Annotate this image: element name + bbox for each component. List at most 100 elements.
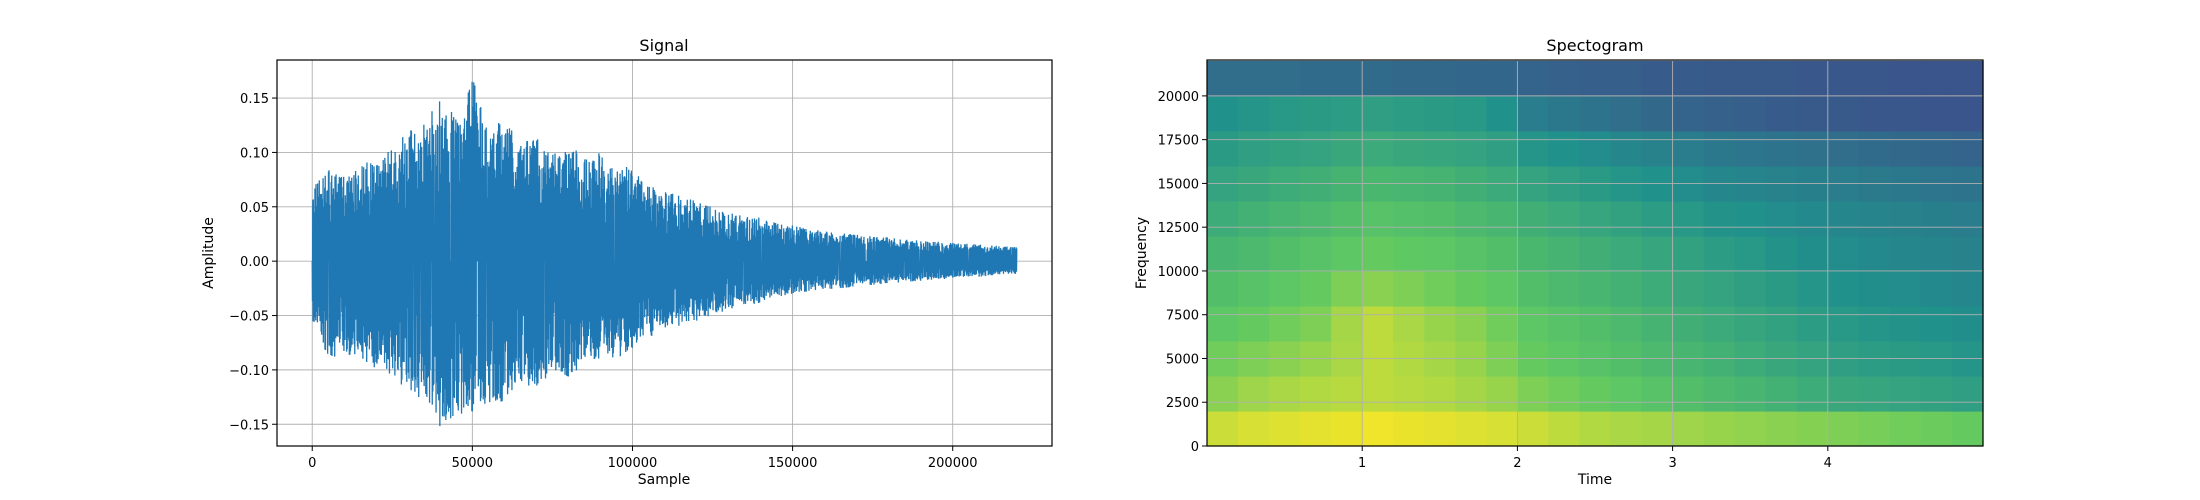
spectrogram-cell bbox=[1269, 375, 1301, 412]
spectrogram-cell bbox=[1579, 270, 1612, 307]
plot-frame bbox=[276, 59, 1053, 447]
y-tick-label: 20000 bbox=[1158, 90, 1199, 105]
y-tick-label: 0.15 bbox=[240, 92, 269, 107]
spectrogram-cell bbox=[1610, 270, 1643, 307]
spectrogram-cell bbox=[1827, 130, 1860, 167]
spectrogram-cell bbox=[1765, 130, 1798, 167]
spectrogram-cell bbox=[1920, 235, 1953, 272]
spectrogram-cell bbox=[1734, 95, 1767, 132]
spectrogram-cell bbox=[1517, 130, 1550, 167]
y-tick-label: −0.15 bbox=[229, 418, 269, 433]
spectrogram-cell bbox=[1548, 375, 1581, 412]
spectrogram-cell bbox=[1393, 305, 1425, 342]
spectrogram-cell bbox=[1238, 375, 1270, 412]
spectrogram-cell bbox=[1951, 95, 1984, 132]
spectrogram-cell bbox=[1796, 235, 1829, 272]
spectrogram-cell bbox=[1951, 130, 1984, 167]
spectrogram-cell bbox=[1827, 95, 1860, 132]
spectrogram-cell bbox=[1827, 375, 1860, 412]
spectrogram-cell bbox=[1641, 130, 1674, 167]
spectrogram-cell bbox=[1858, 130, 1891, 167]
y-axis: −0.15 −0.10 −0.05 0.00 0.05 0.10 0.15 bbox=[229, 92, 277, 433]
spectrogram-cell bbox=[1579, 60, 1612, 97]
spectrogram-cell bbox=[1207, 95, 1239, 132]
spectrogram-cell bbox=[1548, 410, 1581, 447]
spectrogram-cell bbox=[1424, 60, 1456, 97]
spectrogram-cell bbox=[1827, 200, 1860, 237]
spectrogram-cell bbox=[1238, 200, 1270, 237]
spectrogram-cell bbox=[1238, 270, 1270, 307]
spectrogram-cell bbox=[1889, 130, 1922, 167]
spectrogram-cell bbox=[1920, 305, 1953, 342]
spectrogram-cell bbox=[1641, 95, 1674, 132]
spectrogram-cell bbox=[1548, 305, 1581, 342]
spectrogram-cell bbox=[1858, 60, 1891, 97]
spectrogram-cell bbox=[1951, 305, 1984, 342]
spectrogram-cell bbox=[1331, 200, 1363, 237]
spectrogram-cell bbox=[1641, 305, 1674, 342]
spectrogram-cell bbox=[1486, 60, 1518, 97]
spectrogram-cell bbox=[1393, 60, 1425, 97]
spectrogram-cell bbox=[1920, 200, 1953, 237]
spectrogram-cell bbox=[1765, 95, 1798, 132]
spectrogram-cell bbox=[1362, 270, 1394, 307]
spectrogram-cell bbox=[1734, 305, 1767, 342]
spectrogram-cell bbox=[1393, 270, 1425, 307]
y-tick-label: −0.05 bbox=[229, 310, 269, 325]
spectrogram-cell bbox=[1703, 235, 1736, 272]
spectrogram-cell bbox=[1269, 410, 1301, 447]
spectrogram-cell bbox=[1393, 130, 1425, 167]
y-tick-label: 12500 bbox=[1158, 221, 1199, 236]
x-tick-label: 1 bbox=[1358, 456, 1366, 471]
spectrogram-cell bbox=[1796, 130, 1829, 167]
spectrogram-cell bbox=[1951, 200, 1984, 237]
spectrogram-cell bbox=[1455, 235, 1487, 272]
spectrogram-cell bbox=[1424, 270, 1456, 307]
spectrogram-cell bbox=[1455, 60, 1487, 97]
y-axis-label: Frequency bbox=[1134, 217, 1150, 289]
spectrogram-cell bbox=[1796, 410, 1829, 447]
spectrogram-cell bbox=[1238, 60, 1270, 97]
spectrogram-cell bbox=[1734, 270, 1767, 307]
spectrogram-cell bbox=[1796, 270, 1829, 307]
spectrogram-cell bbox=[1610, 305, 1643, 342]
x-tick-label: 100000 bbox=[608, 456, 658, 471]
spectrogram-cell bbox=[1734, 235, 1767, 272]
spectrogram-cell bbox=[1548, 95, 1581, 132]
signal-plot: Signal 0 50000 100000 150000 200000 −0.15−0.… bbox=[201, 36, 1053, 488]
spectrogram-cell bbox=[1517, 60, 1550, 97]
spectrogram-cell bbox=[1207, 60, 1239, 97]
spectrogram-cell bbox=[1734, 410, 1767, 447]
spectrogram-cell bbox=[1455, 305, 1487, 342]
spectrogram-cell bbox=[1300, 235, 1332, 272]
spectrogram-cell bbox=[1889, 410, 1922, 447]
x-tick-label: 150000 bbox=[768, 456, 818, 471]
x-tick-label: 50000 bbox=[452, 456, 493, 471]
signal-series bbox=[311, 81, 1018, 427]
spectrogram-cell bbox=[1455, 130, 1487, 167]
spectrogram-cell bbox=[1393, 200, 1425, 237]
spectrogram-cell bbox=[1362, 130, 1394, 167]
spectrogram-cell bbox=[1951, 410, 1984, 447]
spectrogram-cell bbox=[1672, 410, 1705, 447]
spectrogram-cell bbox=[1269, 235, 1301, 272]
spectrogram-cell bbox=[1672, 60, 1705, 97]
spectrogram-cell bbox=[1300, 270, 1332, 307]
spectrogram-cell bbox=[1517, 200, 1550, 237]
spectrogram-cell bbox=[1517, 95, 1550, 132]
spectrogram-cell bbox=[1610, 375, 1643, 412]
spectrogram-cell bbox=[1672, 270, 1705, 307]
spectrogram-cell bbox=[1827, 410, 1860, 447]
y-tick-label: 5000 bbox=[1166, 352, 1199, 367]
spectrogram-cell bbox=[1579, 305, 1612, 342]
x-axis-label: Time bbox=[1577, 472, 1612, 488]
y-tick-label: 2500 bbox=[1166, 396, 1199, 411]
spectrogram-cell bbox=[1486, 95, 1518, 132]
spectrogram-cell bbox=[1610, 95, 1643, 132]
spectrogram-cell bbox=[1889, 305, 1922, 342]
spectrogram-cell bbox=[1765, 305, 1798, 342]
spectrogram-cell bbox=[1858, 235, 1891, 272]
spectrogram-cell bbox=[1300, 200, 1332, 237]
spectrogram-cell bbox=[1672, 375, 1705, 412]
spectrogram-cell bbox=[1858, 410, 1891, 447]
